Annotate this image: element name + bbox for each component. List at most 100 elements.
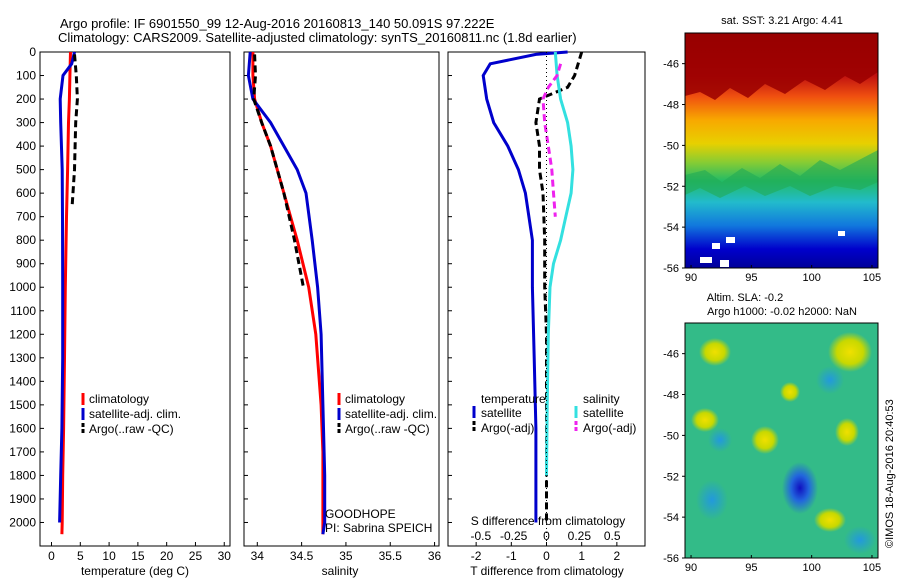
- legend-label: climatology: [89, 392, 149, 406]
- series-line: [252, 54, 305, 288]
- top-x-tick-label: 0.25: [568, 529, 592, 543]
- sla-positive-anomaly: [828, 332, 872, 372]
- sla-negative-anomaly: [816, 366, 844, 394]
- temperature-legend: climatology satellite-adj. clim. Argo(..…: [81, 392, 181, 436]
- sst-land-mask: [838, 231, 845, 236]
- y-tick-label: 1100: [10, 304, 36, 318]
- sst-front-region: [685, 150, 878, 198]
- map-y-tick-label: -52: [663, 181, 679, 193]
- salinity-panel-frame: [243, 51, 440, 547]
- legend-label: satellite: [481, 406, 522, 420]
- sst-map-axes: 90 95 100 105 -46 -48 -50 -52 -54 -56: [663, 59, 881, 284]
- sst-frame: [684, 32, 879, 269]
- x-tick-label: 25: [189, 549, 203, 563]
- map-y-tick-label: -48: [663, 100, 679, 112]
- salinity-plot: 34 34.5 35 35.5 36: [244, 51, 442, 563]
- map-y-tick-label: -56: [663, 553, 679, 565]
- legend-label: satellite: [583, 406, 624, 420]
- y-tick-label: 600: [16, 186, 36, 200]
- sla-frame: [684, 322, 879, 559]
- y-tick-label: 200: [16, 92, 36, 106]
- sla-positive-anomaly: [691, 408, 719, 432]
- y-tick-label: 700: [16, 210, 36, 224]
- difference-x-label: T difference from climatology: [470, 564, 624, 578]
- project-name: GOODHOPE: [325, 507, 396, 521]
- sla-positive-anomaly: [751, 426, 779, 454]
- y-tick-label: 500: [16, 163, 36, 177]
- top-x-tick-label: 0.5: [604, 529, 621, 543]
- x-tick-label: -1: [506, 549, 517, 563]
- series-line: [481, 50, 568, 523]
- y-tick-label: 1900: [9, 492, 36, 506]
- map-y-tick-label: -54: [663, 222, 679, 234]
- sla-positive-anomaly: [814, 508, 846, 532]
- title-line-1: Argo profile: IF 6901550_99 12-Aug-2016 …: [60, 16, 495, 31]
- y-tick-label: 100: [16, 69, 36, 83]
- sla-negative-anomaly: [696, 480, 728, 520]
- map-y-tick-label: -50: [663, 430, 679, 442]
- x-tick-label: 20: [160, 549, 174, 563]
- map-x-tick-label: 90: [685, 562, 697, 574]
- sla-map-title: Altim. SLA: -0.2: [707, 292, 783, 304]
- y-tick-label: 1300: [9, 351, 36, 365]
- x-tick-label: 35: [339, 549, 353, 563]
- sst-land-mask: [700, 257, 712, 263]
- x-tick-label: 10: [102, 549, 116, 563]
- y-tick-label: 1400: [9, 374, 36, 388]
- map-x-tick-label: 95: [745, 562, 757, 574]
- x-tick-label: 34.5: [290, 549, 314, 563]
- legend-label: satellite-adj. clim.: [89, 407, 181, 421]
- legend-label: Argo(..raw -QC): [345, 422, 430, 436]
- map-x-tick-label: 95: [745, 272, 757, 284]
- sla-map-axes: 90 95 100 105 -46 -48 -50 -52 -54 -56: [663, 349, 881, 574]
- temperature-x-label: temperature (deg C): [81, 564, 189, 578]
- map-y-tick-label: -50: [663, 140, 679, 152]
- x-tick-label: -2: [471, 549, 482, 563]
- series-line: [545, 51, 575, 476]
- map-y-tick-label: -52: [663, 471, 679, 483]
- map-x-tick-label: 105: [863, 562, 881, 574]
- sst-land-mask: [720, 260, 729, 267]
- y-tick-label: 1500: [9, 398, 36, 412]
- series-line: [60, 51, 72, 535]
- x-tick-label: 2: [614, 549, 621, 563]
- x-tick-label: 0: [543, 549, 550, 563]
- title-line-2: Climatology: CARS2009. Satellite-adjuste…: [58, 30, 577, 45]
- x-tick-label: 30: [218, 549, 232, 563]
- top-x-tick-label: -0.25: [500, 529, 528, 543]
- x-tick-label: 0: [48, 549, 55, 563]
- y-tick-label: 800: [16, 233, 36, 247]
- x-tick-label: 5: [77, 549, 84, 563]
- map-x-tick-label: 100: [802, 562, 820, 574]
- legend-title-salinity: salinity: [583, 392, 620, 406]
- sla-positive-anomaly: [699, 338, 731, 366]
- series-line: [246, 51, 327, 535]
- y-tick-label: 2000: [9, 515, 36, 529]
- pi-name: PI: Sabrina SPEICH: [325, 521, 432, 535]
- legend-label: satellite-adj. clim.: [345, 407, 437, 421]
- x-tick-label: 35.5: [379, 549, 403, 563]
- map-y-tick-label: -46: [663, 349, 679, 361]
- sla-positive-anomaly: [780, 382, 800, 402]
- y-tick-label: 300: [16, 116, 36, 130]
- temperature-plot: 0 5 10 15 20 25 300100200300400500600700800900…: [9, 45, 231, 563]
- sst-heatmap: [684, 32, 879, 269]
- series-line: [534, 51, 584, 523]
- y-tick-label: 1700: [9, 445, 36, 459]
- salinity-legend: climatology satellite-adj. clim. Argo(..…: [337, 392, 437, 436]
- y-tick-label: 900: [16, 257, 36, 271]
- x-tick-label: 36: [428, 549, 442, 563]
- y-tick-label: 400: [16, 139, 36, 153]
- map-x-tick-label: 90: [685, 272, 697, 284]
- sla-negative-anomaly: [708, 428, 732, 452]
- sst-land-mask: [726, 237, 735, 243]
- sla-positive-anomaly: [835, 418, 859, 446]
- sla-negative-anomaly: [844, 526, 876, 554]
- series-line: [70, 54, 79, 205]
- x-tick-label: 15: [131, 549, 145, 563]
- sst-warm-region: [685, 33, 878, 100]
- sst-map-title: sat. SST: 3.21 Argo: 4.41: [721, 15, 843, 27]
- map-y-tick-label: -56: [663, 263, 679, 275]
